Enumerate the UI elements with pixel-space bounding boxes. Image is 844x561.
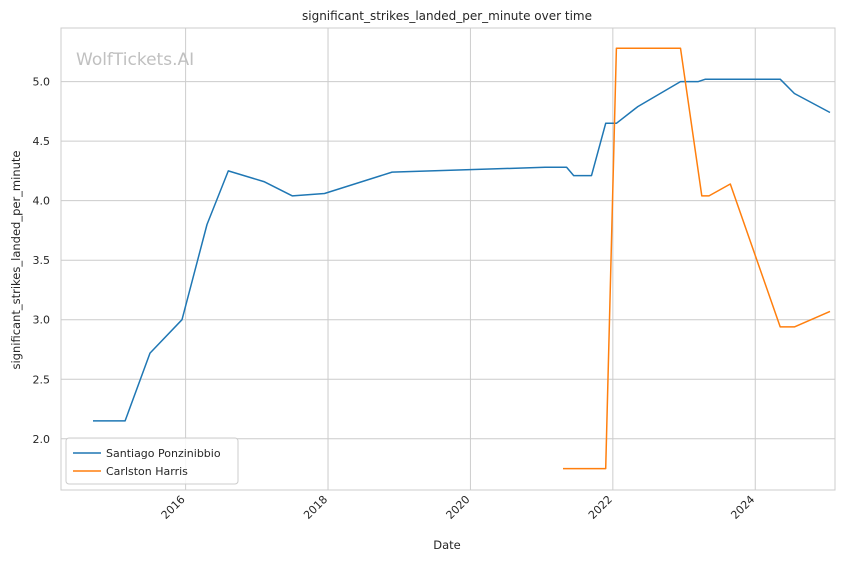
watermark-text: WolfTickets.AI [76, 50, 194, 70]
legend-box [65, 437, 239, 485]
chart-title: significant_strikes_landed_per_minute ov… [302, 9, 592, 23]
y-tick-label: 2.0 [33, 433, 51, 446]
x-tick-label: 2024 [728, 493, 757, 522]
y-tick-label: 4.5 [33, 135, 51, 148]
y-tick-label: 4.0 [33, 195, 51, 208]
y-tick-label: 3.0 [33, 314, 51, 327]
legend-label-santiago-ponzinibbio: Santiago Ponzinibbio [106, 447, 221, 460]
y-tick-label: 5.0 [33, 76, 51, 89]
series-line-carlston-harris [563, 47, 831, 470]
x-tick-label: 2016 [159, 493, 188, 522]
x-tick-label: 2018 [301, 493, 330, 522]
legend-label-carlston-harris: Carlston Harris [106, 465, 188, 478]
series-lines [93, 47, 831, 470]
x-axis-label: Date [433, 538, 461, 552]
grid [61, 28, 835, 490]
y-tick-label: 3.5 [33, 254, 51, 267]
y-axis-label: significant_strikes_landed_per_minute [9, 151, 23, 370]
plot-area-frame [60, 27, 836, 491]
x-tick-label: 2022 [586, 493, 615, 522]
legend: Santiago Ponzinibbio Carlston Harris [65, 437, 239, 485]
series-line-santiago-ponzinibbio [93, 78, 831, 422]
y-tick-label: 2.5 [33, 373, 51, 386]
x-tick-label: 2020 [444, 493, 473, 522]
